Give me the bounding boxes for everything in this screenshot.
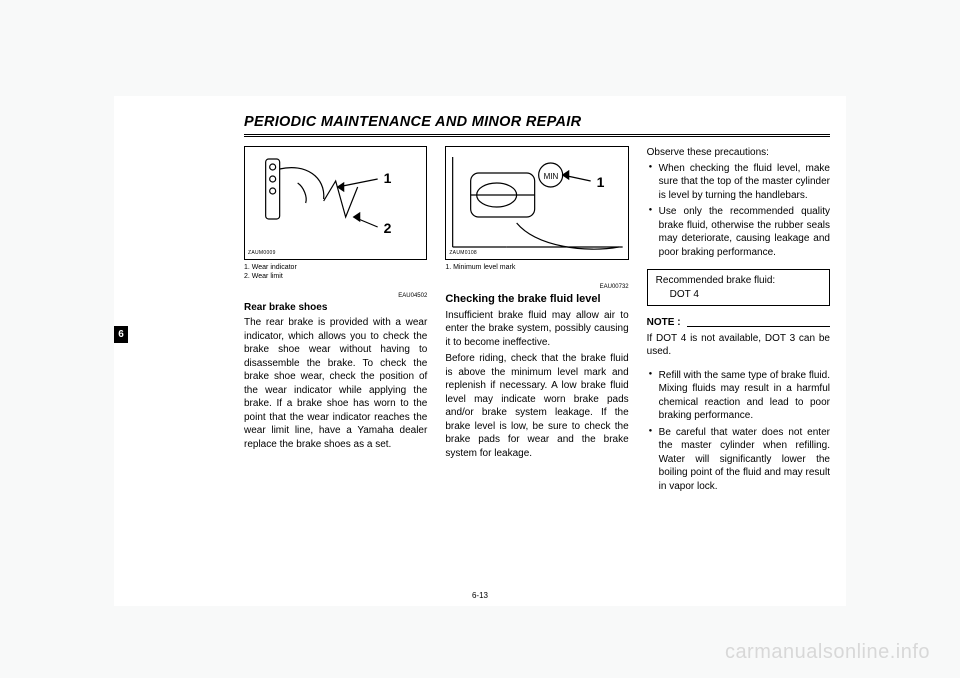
column-3: Observe these precautions: When checking… [647,146,830,496]
ref-code-1: EAU04502 [244,292,427,300]
title-underline [244,134,830,137]
note-rule [687,318,830,327]
precautions-intro: Observe these precautions: [647,146,830,160]
figure-code-1: ZAUM0009 [248,250,276,257]
precaution-item-1: When checking the fluid level, make sure… [647,162,830,203]
precautions-list-1: When checking the fluid level, make sure… [647,162,830,260]
column-2: ZAUM0108 MIN 1 [445,146,628,496]
figure-caption-1: 1. Wear indicator 2. Wear limit [244,264,427,282]
svg-text:MIN: MIN [544,172,559,181]
page-title: PERIODIC MAINTENANCE AND MINOR REPAIR [244,114,830,130]
figure-rear-brake-shoe: ZAUM0009 1 2 [244,146,427,260]
svg-text:1: 1 [384,170,392,186]
note-heading: NOTE : [647,316,681,330]
precaution-item-3: Refill with the same type of brake fluid… [647,369,830,423]
precautions-list-2: Refill with the same type of brake fluid… [647,369,830,494]
ref-code-2: EAU00732 [445,283,628,291]
heading-brake-fluid: Checking the brake fluid level [445,292,628,307]
svg-text:2: 2 [384,220,392,236]
precaution-item-2: Use only the recommended quality brake f… [647,205,830,259]
body-brake-fluid-1: Insufficient brake fluid may allow air t… [445,309,628,350]
body-brake-fluid-2: Before riding, check that the brake flui… [445,352,628,460]
chapter-tab: 6 [114,326,128,343]
recommended-fluid-box: Recommended brake fluid: DOT 4 [647,269,830,306]
body-rear-brake-shoes: The rear brake is provided with a wear i… [244,316,427,451]
figure-caption-2: 1. Minimum level mark [445,264,628,273]
figure-code-2: ZAUM0108 [449,250,477,257]
page-number: 6-13 [114,591,846,600]
heading-rear-brake-shoes: Rear brake shoes [244,301,427,315]
note-body: If DOT 4 is not available, DOT 3 can be … [647,332,830,359]
column-1: ZAUM0009 1 2 [244,146,427,496]
svg-text:1: 1 [597,174,605,190]
precaution-item-4: Be careful that water does not enter the… [647,426,830,494]
watermark: carmanualsonline.info [725,641,930,664]
figure-brake-fluid-level: ZAUM0108 MIN 1 [445,146,628,260]
